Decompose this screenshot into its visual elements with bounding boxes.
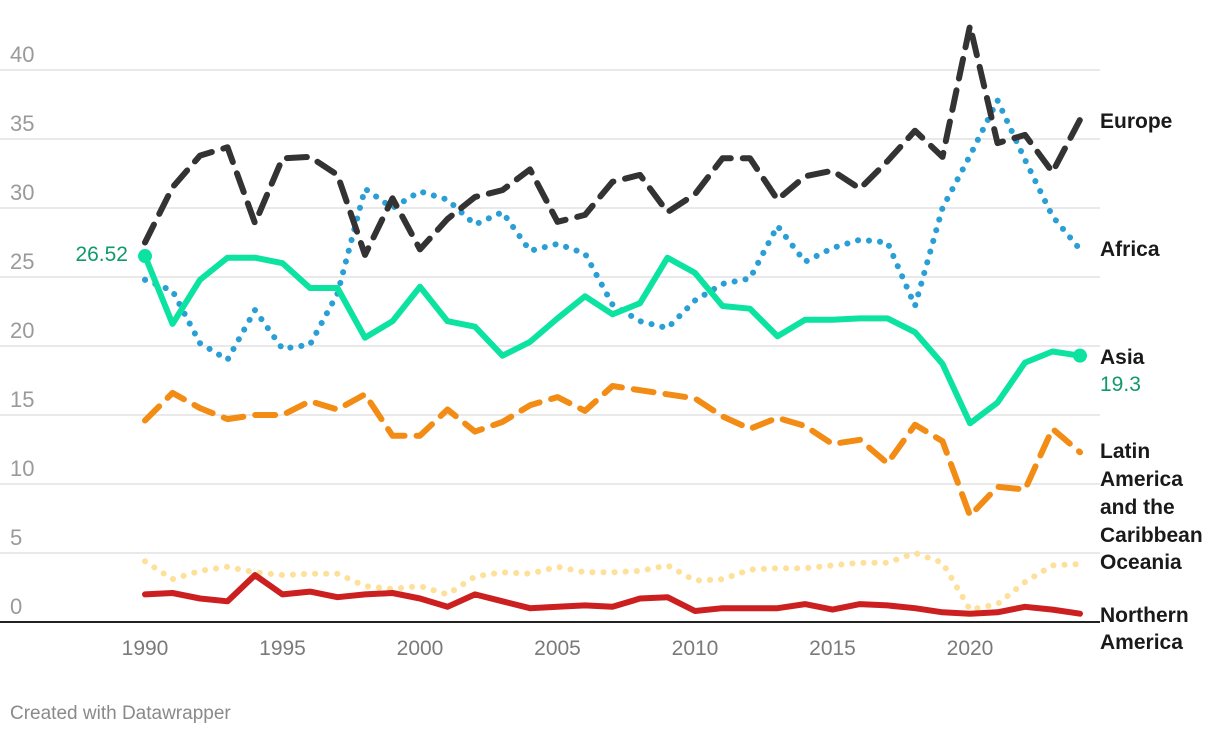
x-tick-label: 2010 bbox=[672, 637, 719, 660]
label-europe: Europe bbox=[1100, 110, 1172, 133]
x-axis-ticks: 1990 1995 2000 2005 2010 2015 2020 bbox=[122, 637, 994, 660]
y-tick-label: 0 bbox=[10, 594, 22, 619]
label-africa: Africa bbox=[1100, 238, 1160, 261]
asia-end-value: 19.3 bbox=[1100, 373, 1141, 396]
credit-text: Created with Datawrapper bbox=[10, 703, 231, 724]
y-tick-label: 10 bbox=[10, 456, 34, 481]
label-oceania: Oceania bbox=[1100, 551, 1182, 574]
series-lines bbox=[138, 22, 1087, 617]
label-latam-line2: America bbox=[1100, 468, 1183, 491]
y-tick-label: 20 bbox=[10, 318, 34, 343]
label-latam-line1: Latin bbox=[1100, 440, 1150, 463]
x-tick-label: 1990 bbox=[122, 637, 169, 660]
series-line-asia bbox=[142, 253, 1083, 427]
x-tick-label: 2015 bbox=[809, 637, 856, 660]
label-northern-america-line1: Northern bbox=[1100, 604, 1189, 627]
y-axis-ticks: 0 5 10 15 20 25 30 35 40 bbox=[10, 42, 34, 619]
label-northern-america-line2: America bbox=[1100, 631, 1183, 654]
label-latam-line3: and the bbox=[1100, 496, 1175, 519]
label-latam-line4: Caribbean bbox=[1100, 524, 1203, 547]
y-tick-label: 35 bbox=[10, 111, 34, 136]
series-line-africa bbox=[142, 97, 1083, 363]
series-line-northern-america bbox=[142, 572, 1083, 617]
y-tick-label: 30 bbox=[10, 180, 34, 205]
x-tick-label: 1995 bbox=[259, 637, 306, 660]
series-line-latin-america-and-the-caribbean bbox=[142, 383, 1083, 519]
asia-end-marker bbox=[1073, 348, 1087, 363]
series-line-oceania bbox=[142, 550, 1083, 613]
y-tick-label: 25 bbox=[10, 249, 34, 274]
y-tick-label: 40 bbox=[10, 42, 34, 67]
y-tick-label: 15 bbox=[10, 387, 34, 412]
x-tick-label: 2020 bbox=[947, 637, 994, 660]
y-tick-label: 5 bbox=[10, 525, 22, 550]
series-line-europe bbox=[142, 22, 1083, 258]
gridlines bbox=[0, 69, 1100, 623]
asia-start-marker bbox=[138, 249, 152, 264]
x-tick-label: 2000 bbox=[397, 637, 444, 660]
asia-start-value: 26.52 bbox=[75, 243, 128, 266]
label-asia: Asia bbox=[1100, 346, 1145, 369]
x-tick-label: 2005 bbox=[534, 637, 581, 660]
